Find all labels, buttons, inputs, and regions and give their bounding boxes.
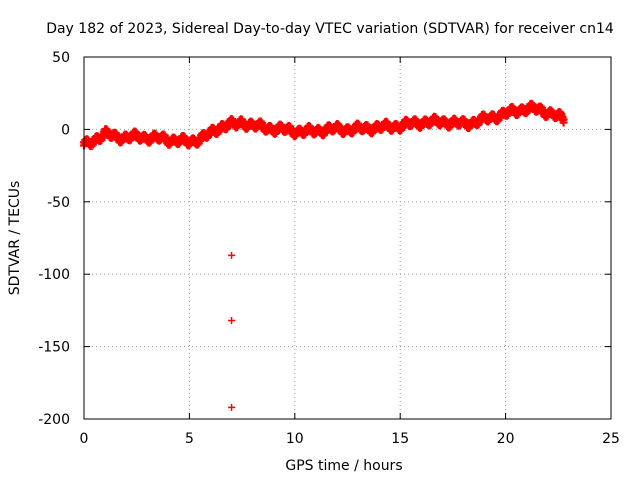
x-tick-label: 5 [185,431,194,447]
y-tick-label: -200 [38,412,70,428]
data-point [559,118,568,127]
tick-labels: 0 5 10 15 20 25 50 0 -50 -100 -150 -200 [38,50,620,447]
x-tick-label: 0 [80,431,89,447]
data-point [228,317,236,325]
y-axis-label: SDTVAR / TECUs [7,181,23,296]
data-point [228,403,236,411]
x-tick-label: 20 [497,431,515,447]
y-tick-label: -50 [47,195,70,211]
chart-title: Day 182 of 2023, Sidereal Day-to-day VTE… [46,21,614,37]
x-tick-label: 15 [391,431,409,447]
plot-frame [83,56,612,420]
y-tick-label: -100 [38,267,70,283]
data-point [228,251,236,259]
x-tick-label: 25 [602,431,620,447]
x-tick-label: 10 [286,431,304,447]
x-axis-label: GPS time / hours [285,458,402,474]
y-tick-label: -150 [38,340,70,356]
data-points [80,99,568,411]
y-tick-label: 50 [52,50,70,66]
y-tick-label: 0 [61,122,70,138]
